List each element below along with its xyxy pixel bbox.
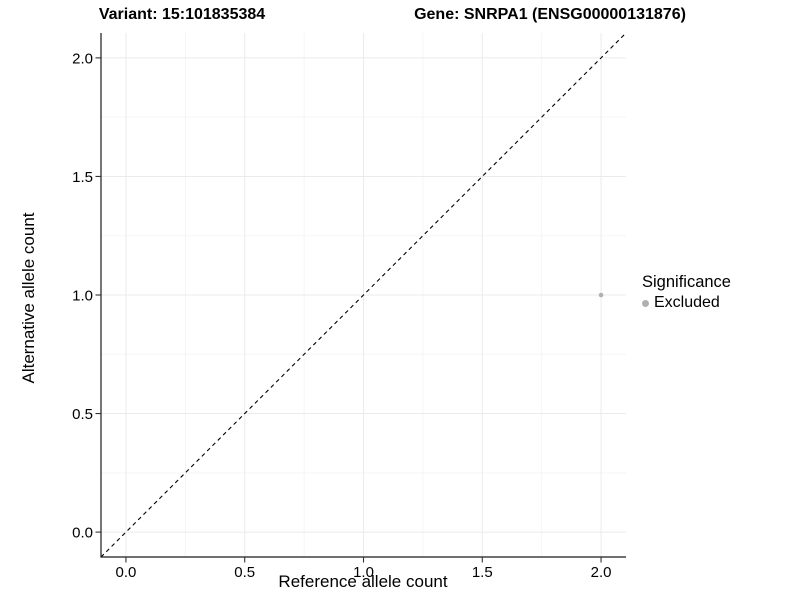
plot-title-gene: Gene: SNRPA1 (ENSG00000131876) <box>414 6 686 23</box>
x-tick-label: 2.0 <box>591 564 612 581</box>
x-tick-label: 0.5 <box>234 564 255 581</box>
y-tick-label: 0.0 <box>72 525 93 542</box>
legend: Significance Excluded <box>642 273 731 312</box>
x-tick-label: 0.0 <box>116 564 137 581</box>
y-tick-label: 0.5 <box>72 406 93 423</box>
x-tick-label: 1.0 <box>353 564 374 581</box>
legend-item-label: Excluded <box>654 294 720 311</box>
x-axis-title: Reference allele count <box>278 572 448 591</box>
data-point <box>598 292 604 298</box>
y-tick-label: 1.5 <box>72 169 93 186</box>
x-tick-label: 1.5 <box>472 564 493 581</box>
plot-title-variant: Variant: 15:101835384 <box>98 6 266 23</box>
legend-title: Significance <box>642 273 731 291</box>
legend-point-icon <box>642 299 649 307</box>
y-axis-title: Alternative allele count <box>19 212 38 384</box>
y-tick-label: 1.0 <box>72 288 93 305</box>
y-tick-label: 2.0 <box>72 50 93 67</box>
identity-dashed-line <box>100 32 627 558</box>
legend-item-excluded: Excluded <box>642 294 731 312</box>
